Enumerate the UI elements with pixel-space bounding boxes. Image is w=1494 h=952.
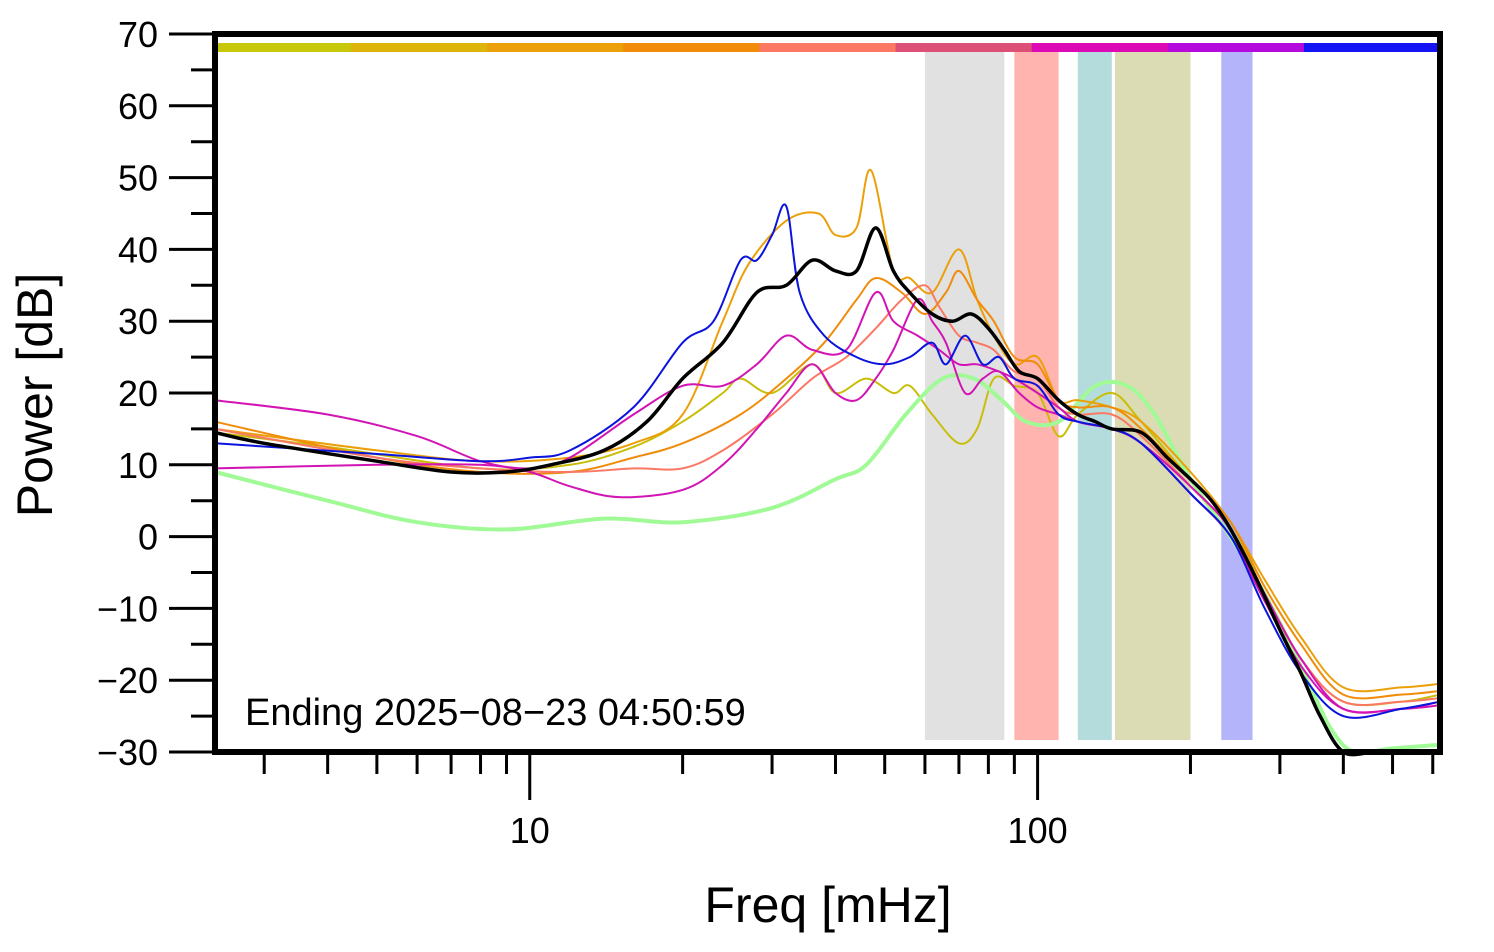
color-bar-segment-4	[759, 43, 897, 52]
y-tick-label: 20	[118, 373, 158, 414]
plot-frame	[212, 31, 1443, 755]
series-line-6	[214, 291, 1441, 714]
series-line-7	[214, 203, 1441, 719]
series-line-5	[214, 297, 1441, 714]
color-bar-segment-2	[487, 43, 624, 52]
color-bar	[215, 43, 1441, 52]
y-tick-label: −30	[97, 732, 158, 773]
ending-timestamp: Ending 2025−08−23 04:50:59	[245, 692, 746, 734]
spectra-lines	[213, 169, 1442, 757]
x-tick-label: 100	[1008, 810, 1068, 851]
y-axis-title: Power [dB]	[7, 273, 63, 518]
color-bar-segment-1	[351, 43, 488, 52]
color-bar-segment-0	[215, 43, 352, 52]
y-tick-label: 70	[118, 14, 158, 55]
color-bar-segment-8	[1303, 43, 1441, 52]
color-bar-segment-7	[1167, 43, 1305, 52]
x-axis-title: Freq [mHz]	[704, 877, 951, 933]
x-tick-label: 10	[510, 810, 550, 851]
color-bar-segment-5	[895, 43, 1033, 52]
y-tick-label: 40	[118, 229, 158, 270]
series-line-4	[214, 284, 1441, 707]
y-tick-label: 60	[118, 86, 158, 127]
y-tick-label: −10	[97, 588, 158, 629]
band-4	[1221, 52, 1253, 740]
color-bar-segment-6	[1031, 43, 1169, 52]
series-line-3	[214, 269, 1441, 700]
series-line-0	[214, 363, 1441, 707]
band-0	[924, 52, 1005, 740]
y-tick-label: 10	[118, 445, 158, 486]
y-tick-label: −20	[97, 660, 158, 701]
color-bar-segment-3	[623, 43, 760, 52]
y-tick-label: 30	[118, 301, 158, 342]
y-tick-label: 50	[118, 158, 158, 199]
frequency-bands	[924, 52, 1253, 740]
band-3	[1114, 52, 1191, 740]
series-line-8	[213, 226, 1442, 757]
y-tick-label: 0	[138, 517, 158, 558]
